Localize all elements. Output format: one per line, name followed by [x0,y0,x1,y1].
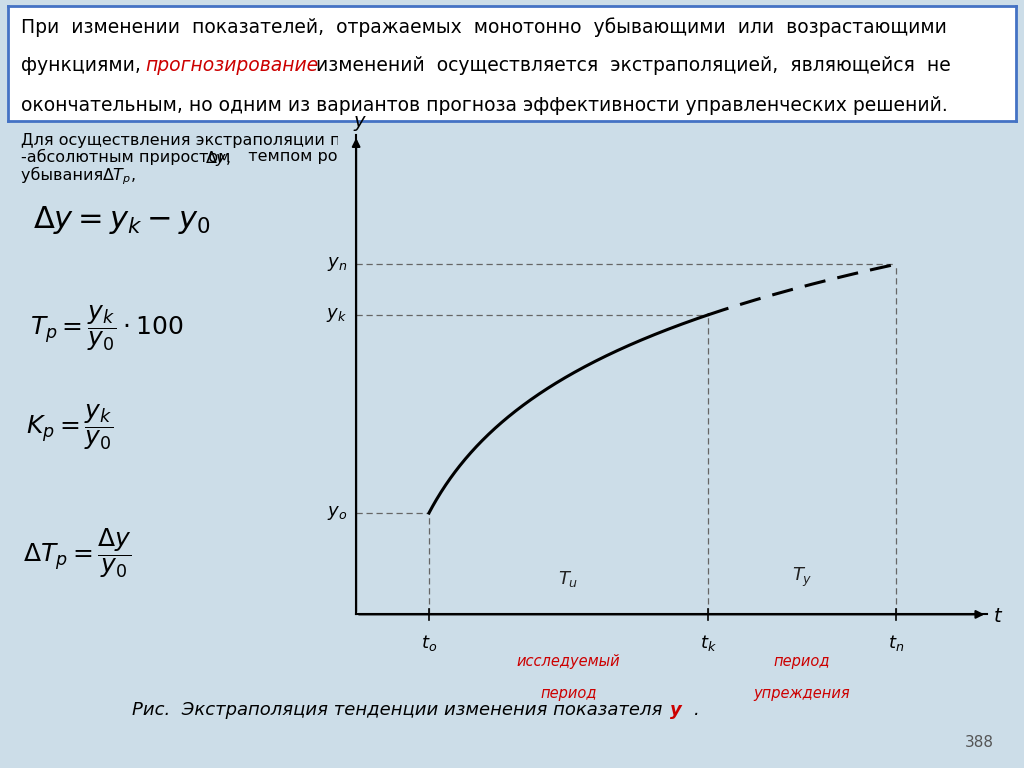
Text: $t_n$: $t_n$ [888,633,904,653]
Text: $y_k$: $y_k$ [327,306,347,324]
Text: темпом роста: темпом роста [238,149,371,164]
Text: коэффициентом роста: коэффициентом роста [398,149,606,164]
Text: $\Delta y$,: $\Delta y$, [205,149,230,168]
Text: $\Delta y = y_k - y_0$: $\Delta y = y_k - y_0$ [34,204,211,236]
Text: $\Delta T_p = \dfrac{\Delta y}{y_0}$: $\Delta T_p = \dfrac{\Delta y}{y_0}$ [24,526,132,580]
Text: Рис.  Экстраполяция тенденции изменения показателя: Рис. Экстраполяция тенденции изменения п… [132,701,669,720]
Text: $K_p$,: $K_p$, [587,149,610,170]
Text: темпом прироста или: темпом прироста или [620,149,815,164]
Text: .: . [694,701,700,720]
Text: упреждения: упреждения [754,686,851,701]
Text: $K_p = \dfrac{y_k}{y_0}$: $K_p = \dfrac{y_k}{y_0}$ [27,402,114,452]
Text: $T_u$: $T_u$ [558,569,579,589]
Text: $\Delta T_p$,: $\Delta T_p$, [102,167,135,187]
Text: -абсолютным приростом: -абсолютным приростом [22,149,236,165]
Text: $t_k$: $t_k$ [699,633,717,653]
Text: $t_o$: $t_o$ [421,633,437,653]
Text: убывания: убывания [22,167,109,183]
Text: 388: 388 [965,736,993,750]
Text: $y_o$: $y_o$ [327,504,347,522]
Text: $T_p = \dfrac{y_k}{y_0} \cdot 100$: $T_p = \dfrac{y_k}{y_0} \cdot 100$ [31,303,183,353]
Text: окончательным, но одним из вариантов прогноза эффективности управленческих решен: окончательным, но одним из вариантов про… [22,96,948,115]
Text: y: y [670,701,682,720]
Text: $T_y$: $T_y$ [792,566,812,589]
Text: y: y [353,111,365,131]
Text: функциями,: функциями, [22,56,154,74]
Text: $T_p$,: $T_p$, [364,149,387,170]
Text: период: период [541,686,597,701]
Text: период: период [774,654,830,669]
Text: $y_n$: $y_n$ [327,255,347,273]
Text: изменений  осуществляется  экстраполяцией,  являющейся  не: изменений осуществляется экстраполяцией,… [304,56,951,74]
Text: При  изменении  показателей,  отражаемых  монотонно  убывающими  или  возрастающ: При изменении показателей, отражаемых мо… [22,18,947,38]
Text: исследуемый: исследуемый [517,654,621,669]
Text: t: t [993,607,1000,626]
Text: прогнозирование: прогнозирование [145,56,318,74]
Text: Для осуществления экстраполяции пользуются рядом собственных показателей временн: Для осуществления экстраполяции пользуют… [22,132,873,148]
